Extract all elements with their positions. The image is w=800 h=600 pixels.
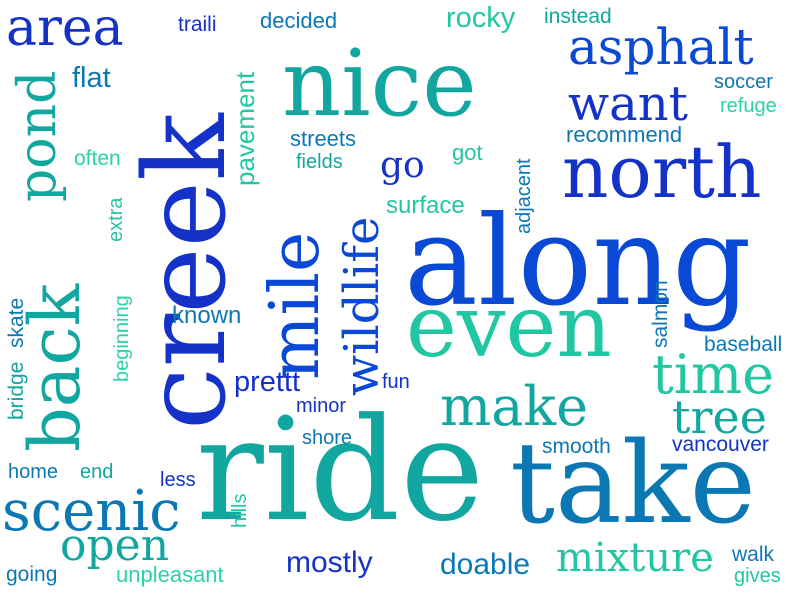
word-doable: doable — [440, 548, 531, 581]
word-time: time — [652, 343, 775, 406]
word-fields: fields — [296, 151, 343, 173]
word-smooth: smooth — [542, 435, 611, 458]
word-shore: shore — [302, 427, 353, 449]
word-beginning: beginning — [111, 295, 133, 382]
word-scenic: scenic — [2, 479, 181, 544]
word-area: area — [6, 0, 124, 58]
word-bridge: bridge — [5, 361, 28, 420]
word-nice: nice — [282, 30, 477, 137]
word-soccer: soccer — [714, 71, 773, 93]
word-take: take — [510, 419, 756, 549]
word-known: known — [172, 302, 242, 329]
word-pavement: pavement — [230, 71, 260, 186]
word-less: less — [160, 469, 196, 491]
word-want: want — [568, 76, 688, 132]
word-decided: decided — [260, 8, 338, 33]
word-vancouver: vancouver — [672, 433, 769, 456]
word-often: often — [74, 147, 121, 170]
word-recommend: recommend — [566, 122, 683, 147]
word-minor: minor — [296, 395, 347, 417]
word-even: even — [406, 277, 612, 377]
word-surface: surface — [386, 192, 465, 219]
word-fun: fun — [382, 371, 410, 393]
word-mixture: mixture — [556, 535, 714, 581]
word-home: home — [8, 461, 59, 483]
word-gives: gives — [734, 565, 781, 587]
word-pond: pond — [8, 70, 68, 202]
word-creek: creek — [121, 113, 251, 430]
word-refuge: refuge — [720, 95, 777, 117]
word-traili: traili — [178, 13, 217, 36]
word-mostly: mostly — [286, 546, 373, 579]
word-hills: hills — [229, 493, 251, 528]
word-salmon: salmon — [649, 280, 672, 348]
word-rocky: rocky — [446, 2, 516, 34]
word-along: along — [404, 190, 752, 334]
word-wildlife: wildlife — [334, 216, 390, 396]
word-prettt: prettt — [234, 366, 301, 398]
word-go: go — [380, 145, 425, 186]
word-extra: extra — [105, 197, 127, 242]
word-flat: flat — [72, 62, 111, 94]
word-unpleasant: unpleasant — [116, 562, 224, 587]
word-back: back — [14, 283, 96, 452]
word-mile: mile — [256, 231, 335, 380]
word-north: north — [562, 130, 762, 214]
word-skate: skate — [5, 297, 28, 348]
word-end: end — [80, 461, 114, 483]
word-tree: tree — [672, 390, 767, 444]
word-baseball: baseball — [704, 333, 783, 356]
word-got: got — [452, 140, 483, 165]
word-going: going — [6, 563, 58, 586]
word-walk: walk — [732, 543, 775, 566]
word-asphalt: asphalt — [568, 18, 754, 76]
word-instead: instead — [544, 5, 612, 28]
word-make: make — [440, 375, 589, 438]
word-open: open — [60, 520, 170, 571]
word-streets: streets — [290, 126, 357, 151]
word-ride: ride — [196, 388, 485, 553]
